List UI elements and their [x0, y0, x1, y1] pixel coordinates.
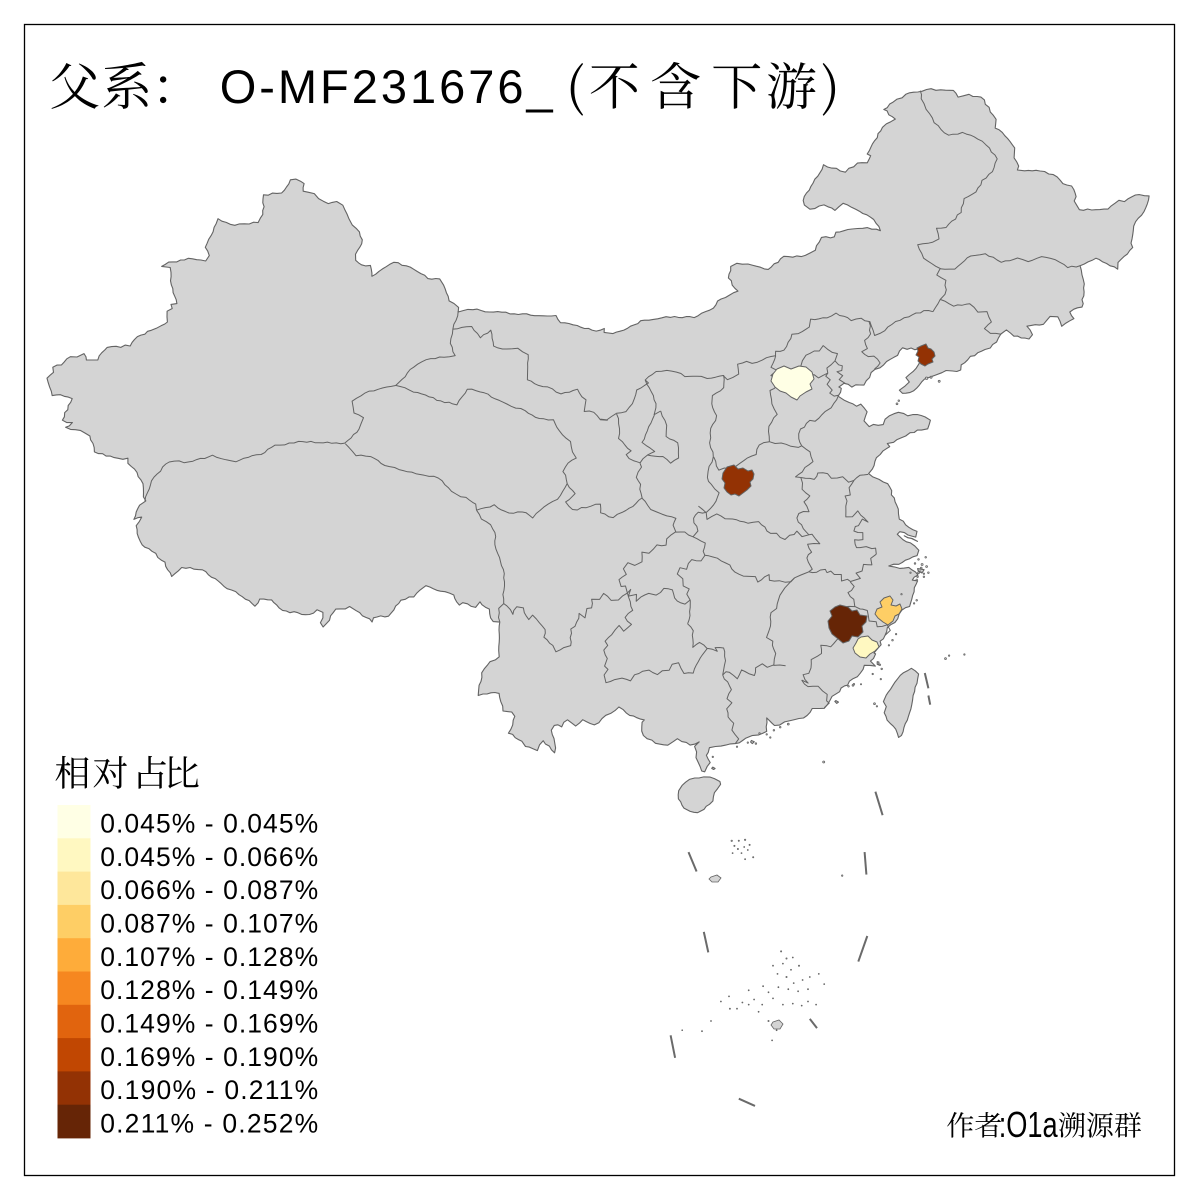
svg-text::O1a: :O1a [999, 1104, 1059, 1145]
svg-text:0.190% - 0.211%: 0.190% - 0.211% [100, 1075, 318, 1105]
svg-text:O-MF231676_: O-MF231676_ [220, 60, 554, 113]
svg-text:0.087% - 0.107%: 0.087% - 0.107% [100, 909, 318, 939]
svg-text:0.211% - 0.252%: 0.211% - 0.252% [100, 1108, 318, 1138]
svg-text:0.149% - 0.169%: 0.149% - 0.169% [100, 1008, 318, 1038]
svg-text:0.066% - 0.087%: 0.066% - 0.087% [100, 875, 318, 905]
svg-text:0.045% - 0.066%: 0.045% - 0.066% [100, 842, 318, 872]
svg-text:0.128% - 0.149%: 0.128% - 0.149% [100, 975, 318, 1005]
svg-text:0.045% - 0.045%: 0.045% - 0.045% [100, 809, 318, 839]
svg-text:0.107% - 0.128%: 0.107% - 0.128% [100, 942, 318, 972]
svg-text:0.169% - 0.190%: 0.169% - 0.190% [100, 1042, 318, 1072]
